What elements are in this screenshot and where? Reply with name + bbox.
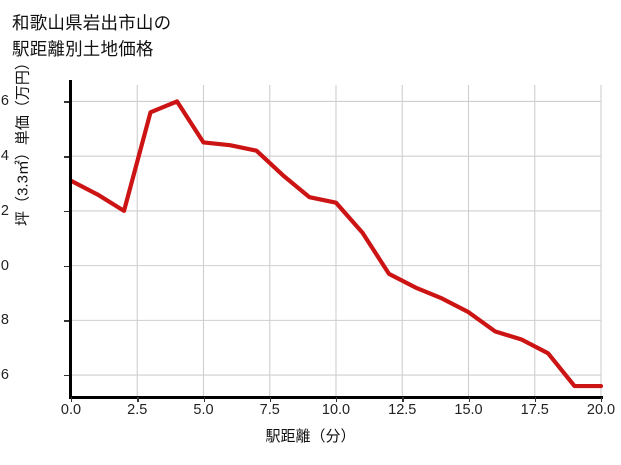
x-tick-mark bbox=[137, 397, 139, 402]
x-tick-label: 20.0 bbox=[586, 402, 616, 418]
x-tick-label: 10.0 bbox=[321, 402, 351, 418]
data-series-layer bbox=[68, 99, 604, 389]
plot-area bbox=[68, 80, 604, 399]
x-tick-mark bbox=[601, 397, 603, 402]
y-tick-label: 18.6 bbox=[0, 93, 9, 110]
x-tick-label: 5.0 bbox=[193, 402, 214, 418]
x-tick-mark bbox=[468, 397, 470, 402]
y-axis-title: 坪（3.3㎡）単価（万円） bbox=[14, 55, 32, 226]
x-tick-label: 7.5 bbox=[259, 402, 280, 418]
y-tick-mark bbox=[64, 265, 69, 268]
y-tick-mark bbox=[64, 320, 69, 322]
x-axis-title: 駅距離（分） bbox=[265, 428, 356, 445]
x-tick-mark bbox=[534, 397, 537, 402]
y-tick-label: 17.6 bbox=[0, 367, 9, 384]
line-series-path bbox=[68, 99, 604, 389]
y-tick-label: 18.2 bbox=[0, 202, 9, 219]
y-tick-mark bbox=[64, 156, 69, 158]
y-tick-mark bbox=[64, 210, 69, 213]
x-tick-label: 2.5 bbox=[127, 402, 148, 418]
x-tick-mark bbox=[71, 397, 73, 402]
y-tick-mark bbox=[64, 375, 69, 377]
y-tick-label: 17.8 bbox=[0, 312, 9, 329]
x-tick-label: 17.5 bbox=[520, 402, 549, 418]
y-tick-label: 18.4 bbox=[0, 148, 9, 165]
x-tick-label: 12.5 bbox=[388, 402, 417, 418]
x-tick-label: 0.0 bbox=[60, 402, 82, 418]
x-tick-mark bbox=[402, 397, 404, 402]
x-tick-label: 15.0 bbox=[454, 402, 483, 418]
y-tick-label: 18.0 bbox=[0, 257, 9, 274]
y-axis-spine bbox=[69, 80, 72, 397]
y-tick-mark bbox=[64, 101, 69, 103]
x-tick-mark bbox=[336, 397, 338, 402]
x-tick-mark bbox=[203, 397, 205, 402]
x-tick-mark bbox=[269, 397, 272, 402]
page-title: 和歌山県岩出市山の 駅距離別土地価格 bbox=[12, 13, 172, 59]
